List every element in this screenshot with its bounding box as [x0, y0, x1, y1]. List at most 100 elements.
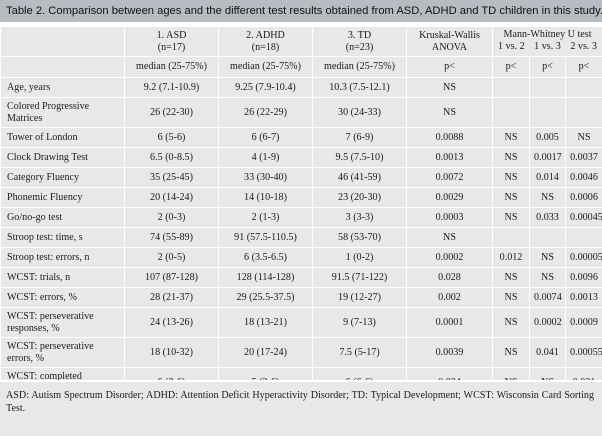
cell-p12 — [492, 77, 530, 98]
cell-adhd: 14 (10-18) — [218, 187, 313, 208]
cell-td: 9.5 (7.5-10) — [312, 147, 407, 168]
cell-p13: 0.0002 — [529, 307, 566, 338]
row-label: Stroop test: time, s — [0, 227, 125, 248]
cell-p23: 0.0046 — [565, 167, 602, 188]
cell-p13: 0.033 — [529, 207, 566, 228]
header-median-td: median (25-75%) — [312, 56, 407, 78]
cell-asd: 74 (55-89) — [124, 227, 219, 248]
header-row-groups: 1. ASD (n=17) 2. ADHD (n=18) 3. TD (n=23… — [0, 26, 602, 57]
row-label: Clock Drawing Test — [0, 147, 125, 168]
cell-p23: 0.0013 — [565, 287, 602, 308]
header-asd: 1. ASD (n=17) — [124, 26, 219, 57]
cell-kw: 0.0013 — [406, 147, 493, 168]
table-row: Stroop test: time, s 74 (55-89) 91 (57.5-1… — [0, 227, 602, 248]
cell-p13 — [529, 227, 566, 248]
cell-adhd: 20 (17-24) — [218, 337, 313, 368]
cell-p13: NS — [529, 247, 566, 268]
cell-p12: 0.012 — [492, 247, 530, 268]
cell-kw: 0.028 — [406, 267, 493, 288]
cell-p23: 0.0009 — [565, 307, 602, 338]
cell-p13: 0.0074 — [529, 287, 566, 308]
header-median-asd: median (25-75%) — [124, 56, 219, 78]
cell-p12: NS — [492, 187, 530, 208]
header-mann-whitney: Mann-Whitney U test 1 vs. 2 1 vs. 3 2 vs… — [492, 26, 602, 57]
cell-kw: 0.002 — [406, 287, 493, 308]
cell-adhd: 6 (6-7) — [218, 127, 313, 148]
header-td: 3. TD (n=23) — [312, 26, 407, 57]
cell-p13 — [529, 77, 566, 98]
header-mw-1v2: 1 vs. 2 — [498, 41, 525, 52]
header-mw-2v3: 2 vs. 3 — [570, 41, 597, 52]
header-kruskal-wallis: Kruskal-Wallis ANOVA — [406, 26, 493, 57]
cell-asd: 2 (0-5) — [124, 247, 219, 268]
cell-td: 9 (7-13) — [312, 307, 407, 338]
cell-p12: NS — [492, 287, 530, 308]
cell-p23: 0.0037 — [565, 147, 602, 168]
header-p-2v3: p< — [565, 56, 602, 78]
cell-p23 — [565, 97, 602, 128]
table-row: WCST: errors, % 28 (21-37) 29 (25.5-37.5) 1… — [0, 287, 602, 308]
cell-p13: 0.0017 — [529, 147, 566, 168]
cell-td: 30 (24-33) — [312, 97, 407, 128]
cell-asd: 28 (21-37) — [124, 287, 219, 308]
header-p-1v2: p< — [492, 56, 530, 78]
cell-kw: 0.0088 — [406, 127, 493, 148]
cell-adhd: 91 (57.5-110.5) — [218, 227, 313, 248]
cell-p23: 0.0096 — [565, 267, 602, 288]
cell-td: 46 (41-59) — [312, 167, 407, 188]
cell-kw: 0.0029 — [406, 187, 493, 208]
cell-td: 23 (20-30) — [312, 187, 407, 208]
cell-kw: 0.0072 — [406, 167, 493, 188]
header-row-units: median (25-75%) median (25-75%) median (… — [0, 56, 602, 78]
cell-p12: NS — [492, 127, 530, 148]
cell-p23: NS — [565, 127, 602, 148]
header-mann-whitney-title: Mann-Whitney U test — [503, 29, 592, 40]
cell-td: 1 (0-2) — [312, 247, 407, 268]
results-table: 1. ASD (n=17) 2. ADHD (n=18) 3. TD (n=23… — [0, 26, 602, 428]
row-label: Age, years — [0, 77, 125, 98]
cell-p13: 0.014 — [529, 167, 566, 188]
table-row: Clock Drawing Test 6.5 (0-8.5) 4 (1-9) 9.5 … — [0, 147, 602, 168]
row-label: WCST: errors, % — [0, 287, 125, 308]
cell-p23 — [565, 77, 602, 98]
cell-p13: NS — [529, 267, 566, 288]
table-row: Colored Progressive Matrices 26 (22-30) 26… — [0, 97, 602, 128]
row-label: Stroop test: errors, n — [0, 247, 125, 268]
cell-p12: NS — [492, 147, 530, 168]
cell-kw: NS — [406, 227, 493, 248]
cell-td: 58 (53-70) — [312, 227, 407, 248]
cell-p13 — [529, 97, 566, 128]
cell-asd: 2 (0-3) — [124, 207, 219, 228]
cell-adhd: 18 (13-21) — [218, 307, 313, 338]
header-blank — [0, 26, 125, 57]
cell-p23: 0.00045 — [565, 207, 602, 228]
cell-kw: 0.0003 — [406, 207, 493, 228]
table-row: Tower of London 6 (5-6) 6 (6-7) 7 (6-9) 0.00… — [0, 127, 602, 148]
cell-kw: 0.0001 — [406, 307, 493, 338]
table-row: Go/no-go test 2 (0-3) 2 (1-3) 3 (3-3) 0.0003… — [0, 207, 602, 228]
cell-p12 — [492, 227, 530, 248]
cell-kw: 0.0039 — [406, 337, 493, 368]
table-caption: Table 2. Comparison between ages and the… — [0, 0, 602, 24]
table-row: WCST: trials, n 107 (87-128) 128 (114-128)… — [0, 267, 602, 288]
table-row: Phonemic Fluency 20 (14-24) 14 (10-18) 23 (… — [0, 187, 602, 208]
cell-kw: NS — [406, 77, 493, 98]
header-p-kw: p< — [406, 56, 493, 78]
header-median-adhd: median (25-75%) — [218, 56, 313, 78]
cell-p12 — [492, 97, 530, 128]
row-label: Tower of London — [0, 127, 125, 148]
cell-td: 91.5 (71-122) — [312, 267, 407, 288]
cell-p12: NS — [492, 337, 530, 368]
cell-asd: 26 (22-30) — [124, 97, 219, 128]
row-label: Colored Progressive Matrices — [0, 97, 125, 128]
cell-adhd: 4 (1-9) — [218, 147, 313, 168]
cell-adhd: 6 (3.5-6.5) — [218, 247, 313, 268]
cell-p13: 0.005 — [529, 127, 566, 148]
cell-td: 19 (12-27) — [312, 287, 407, 308]
cell-kw: NS — [406, 97, 493, 128]
cell-p23: 0.0006 — [565, 187, 602, 208]
cell-p23 — [565, 227, 602, 248]
cell-asd: 18 (10-32) — [124, 337, 219, 368]
row-label: WCST: trials, n — [0, 267, 125, 288]
cell-asd: 35 (25-45) — [124, 167, 219, 188]
